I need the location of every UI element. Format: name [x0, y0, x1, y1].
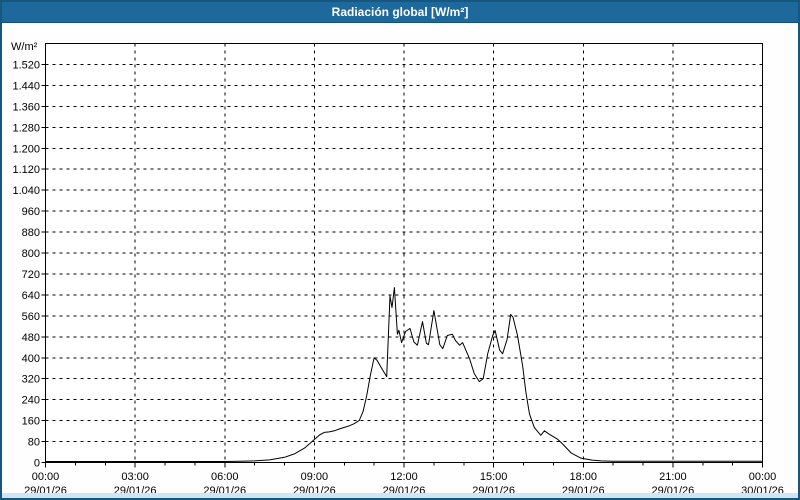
- y-tick-label: 960: [22, 206, 40, 218]
- y-tick-label: 720: [22, 269, 40, 281]
- y-tick-label: 0: [34, 458, 40, 470]
- y-tick-label: 880: [22, 227, 40, 239]
- window-title: Radiación global [W/m²]: [331, 5, 469, 19]
- y-tick-label: 640: [22, 290, 40, 302]
- y-tick-label: 160: [22, 416, 40, 428]
- y-tick-label: 1.520: [12, 59, 40, 71]
- y-axis-labels: 0 80 160 240 320 400 480 560 640 720 800 880 960 1.04…: [12, 59, 40, 469]
- x-axis-labels: 00:0029/01/2603:0029/01/2606:0029/01/260…: [24, 471, 784, 497]
- radiation-chart: 0 80 160 240 320 400 480 560 640 720 800 880 960 1.04…: [12, 43, 784, 497]
- y-tick-label: 480: [22, 332, 40, 344]
- y-tick-label: 1.440: [12, 80, 40, 92]
- y-tick-label: 80: [28, 437, 40, 449]
- x-tick-time-label: 12:00: [390, 471, 418, 483]
- axis-ticks-group: [41, 63, 763, 468]
- x-tick-time-label: 06:00: [211, 471, 239, 483]
- y-tick-label: 1.200: [12, 143, 40, 155]
- x-tick-time-label: 00:00: [749, 471, 777, 483]
- y-tick-label: 1.360: [12, 101, 40, 113]
- y-tick-label: 560: [22, 311, 40, 323]
- y-tick-label: 320: [22, 374, 40, 386]
- radiation-curve: [45, 287, 763, 462]
- x-tick-time-label: 18:00: [569, 471, 597, 483]
- y-tick-label: 800: [22, 248, 40, 260]
- x-tick-time-label: 00:00: [32, 471, 60, 483]
- x-tick-time-label: 03:00: [121, 471, 149, 483]
- y-tick-label: 1.120: [12, 164, 40, 176]
- y-axis-unit-label: W/m²: [11, 41, 38, 53]
- y-tick-label: 240: [22, 395, 40, 407]
- x-tick-time-label: 15:00: [480, 471, 508, 483]
- y-tick-label: 1.040: [12, 185, 40, 197]
- x-tick-time-label: 09:00: [301, 471, 329, 483]
- title-bar[interactable]: Radiación global [W/m²]: [2, 2, 798, 23]
- bottom-strip: [2, 493, 798, 498]
- y-tick-label: 1.280: [12, 122, 40, 134]
- x-tick-time-label: 21:00: [659, 471, 687, 483]
- y-tick-label: 400: [22, 353, 40, 365]
- gridlines-group: [45, 43, 763, 463]
